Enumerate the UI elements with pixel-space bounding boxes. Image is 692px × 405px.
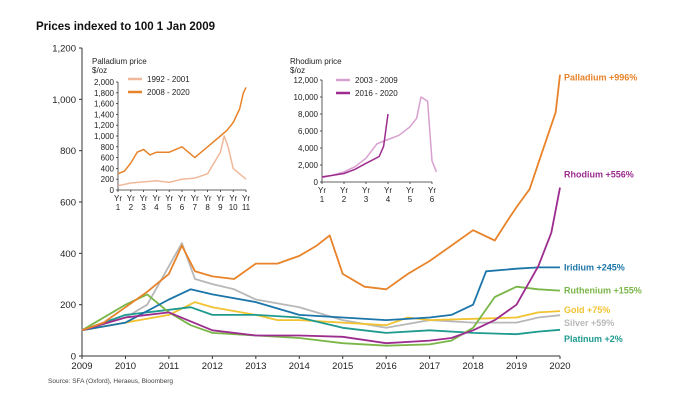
main-y-tick-label: 0 <box>71 352 76 363</box>
chart-title: Prices indexed to 100 1 Jan 2009 <box>36 21 215 33</box>
series-label-silver: Silver +59% <box>564 318 614 328</box>
palladium-inset-x-tick-label: Yr 5 <box>165 194 173 212</box>
rhodium-inset-y-tick-label: 0 <box>314 178 319 187</box>
source-note: Source: SFA (Oxford), Heraeus, Bloomberg <box>48 378 173 385</box>
palladium-inset-y-tick-label: 800 <box>101 143 115 152</box>
main-y-tick-label: 1,000 <box>52 95 76 106</box>
palladium-inset-y-tick-label: 1,000 <box>94 132 115 141</box>
rhodium-inset-y-tick-label: 2,000 <box>298 161 319 170</box>
rhodium-inset-x-tick-label: Yr 3 <box>362 186 370 204</box>
palladium-inset-y-tick-label: 1,200 <box>94 121 115 130</box>
palladium-inset-y-tick-label: 1,800 <box>94 89 115 98</box>
main-x-tick-label: 2010 <box>115 361 136 372</box>
palladium-inset-y-tick-label: 2,000 <box>94 78 115 87</box>
series-label-gold: Gold +75% <box>564 305 610 315</box>
rhodium-inset-legend-label: 2016 - 2020 <box>355 89 398 98</box>
palladium-inset-x-tick-label: Yr 7 <box>191 194 199 212</box>
rhodium-inset-y-tick-label: 8,000 <box>298 110 319 119</box>
main-x-tick-label: 2011 <box>159 361 179 372</box>
series-label-ruthenium: Ruthenium +155% <box>564 286 642 296</box>
main-x-tick-label: 2015 <box>332 361 353 372</box>
main-y-tick-label: 200 <box>60 300 76 311</box>
rhodium-inset-x-tick-label: Yr 2 <box>340 186 348 204</box>
main-x-tick-label: 2013 <box>245 361 266 372</box>
rhodium-inset-series-line-1 <box>321 113 389 178</box>
main-x-tick-label: 2018 <box>463 361 484 372</box>
palladium-inset-series-line-0 <box>117 135 247 187</box>
rhodium-inset-y-tick-label: 4,000 <box>298 144 319 153</box>
palladium-inset-x-tick-label: Yr 9 <box>216 194 224 212</box>
rhodium-inset-title: Rhodium price <box>290 57 342 66</box>
rhodium-inset-y-tick-label: 10,000 <box>294 93 319 102</box>
series-label-palladium: Palladium +996% <box>564 73 637 83</box>
main-x-tick-label: 2019 <box>506 361 527 372</box>
series-line-rhodium <box>81 187 561 345</box>
series-line-ruthenium <box>81 285 561 347</box>
palladium-inset-y-tick-label: 200 <box>101 175 115 184</box>
rhodium-inset-unit: $/oz <box>290 66 305 75</box>
main-x-tick-label: 2014 <box>289 361 310 372</box>
rhodium-inset-x-tick-label: Yr 6 <box>428 186 436 204</box>
rhodium-inset-legend-label: 2003 - 2009 <box>355 76 398 85</box>
main-y-tick-label: 600 <box>60 198 76 209</box>
palladium-inset-y-tick-label: 600 <box>101 154 115 163</box>
palladium-inset-x-tick-label: Yr 11 <box>242 194 251 212</box>
series-line-iridium <box>81 266 560 332</box>
main-x-tick-label: 2012 <box>202 361 223 372</box>
palladium-inset-x-tick-label: Yr 2 <box>127 194 135 212</box>
palladium-inset-legend-label: 2008 - 2020 <box>147 88 190 97</box>
rhodium-inset-x-tick-label: Yr 5 <box>406 186 414 204</box>
palladium-inset-y-tick-label: 1,400 <box>94 110 115 119</box>
palladium-inset-x-tick-label: Yr 8 <box>204 194 212 212</box>
main-x-tick-label: 2017 <box>419 361 440 372</box>
rhodium-inset-y-tick-label: 12,000 <box>294 76 319 85</box>
palladium-inset-legend-label: 1992 - 2001 <box>147 75 190 84</box>
palladium-inset-unit: $/oz <box>92 66 107 75</box>
main-y-tick-label: 1,200 <box>52 44 76 55</box>
main-y-tick-label: 800 <box>60 146 76 157</box>
palladium-inset-x-tick-label: Yr 10 <box>229 194 238 212</box>
palladium-inset-x-tick-label: Yr 3 <box>140 194 148 212</box>
series-line-platinum <box>81 306 561 336</box>
main-x-tick-label: 2009 <box>71 361 92 372</box>
rhodium-inset: Rhodium price $/oz 0 2,000 4,000 6,000 8,000… <box>290 57 438 204</box>
rhodium-inset-y-tick-label: 6,000 <box>298 127 319 136</box>
palladium-inset-series-line-1 <box>117 87 247 175</box>
rhodium-inset-x-tick-label: Yr 1 <box>318 186 326 204</box>
palladium-inset-x-tick-label: Yr 4 <box>152 194 160 212</box>
palladium-inset-x-tick-label: Yr 6 <box>178 194 186 212</box>
main-y-tick-label: 400 <box>60 249 76 260</box>
palladium-inset-title: Palladium price <box>92 57 147 66</box>
palladium-inset-y-tick-label: 1,600 <box>94 100 115 109</box>
palladium-inset-x-tick-label: Yr 1 <box>114 194 122 212</box>
main-x-tick-label: 2020 <box>549 361 570 372</box>
rhodium-inset-x-tick-label: Yr 4 <box>384 186 392 204</box>
series-label-rhodium: Rhodium +556% <box>564 170 634 180</box>
rhodium-inset-series-line-0 <box>321 96 438 179</box>
series-label-iridium: Iridium +245% <box>564 262 625 272</box>
palladium-inset-y-tick-label: 0 <box>110 186 115 195</box>
palladium-inset-y-tick-label: 400 <box>101 164 115 173</box>
series-label-platinum: Platinum +2% <box>564 334 623 344</box>
main-x-tick-label: 2016 <box>376 361 397 372</box>
series-line-palladium <box>81 74 561 332</box>
